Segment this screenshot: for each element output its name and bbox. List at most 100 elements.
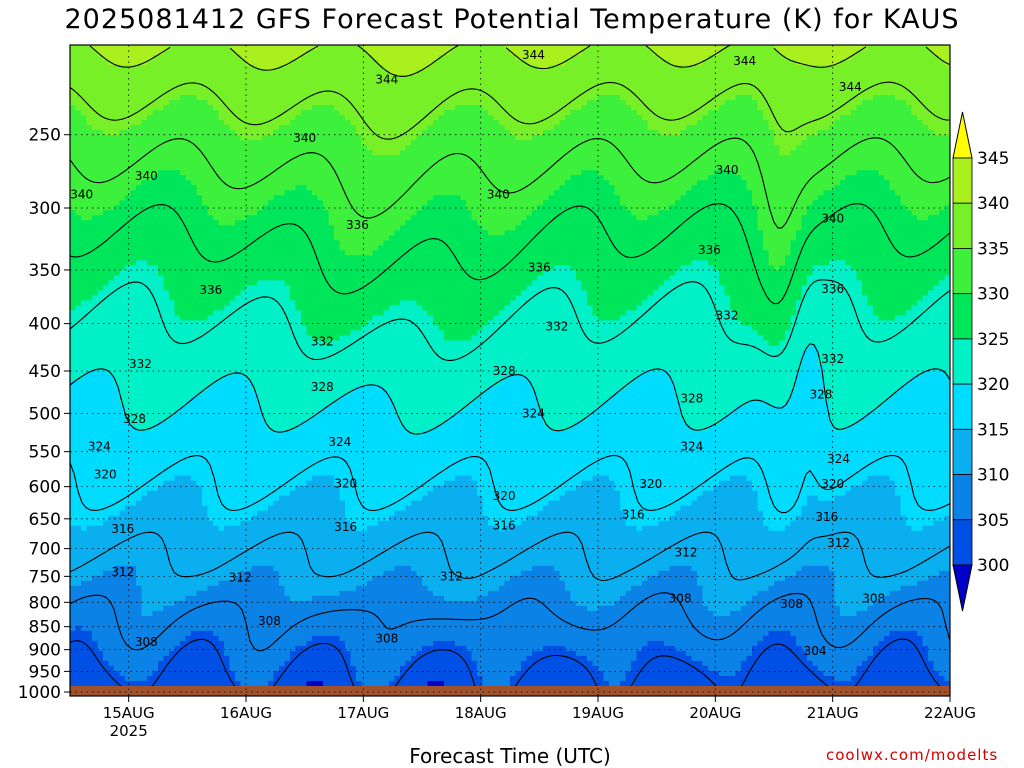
- heat-cell: [92, 586, 98, 592]
- heat-cell: [136, 606, 142, 612]
- heat-cell: [70, 305, 76, 311]
- heat-cell: [274, 175, 280, 181]
- heat-cell: [257, 476, 263, 482]
- heat-cell: [76, 391, 82, 397]
- heat-cell: [92, 100, 98, 106]
- heat-cell: [252, 601, 258, 607]
- heat-cell: [224, 115, 230, 121]
- heat-cell: [197, 115, 203, 121]
- heat-cell: [153, 386, 159, 392]
- heat-cell: [109, 225, 115, 231]
- heat-cell: [158, 456, 164, 462]
- heat-cell: [114, 436, 120, 442]
- heat-cell: [252, 60, 258, 66]
- heat-cell: [103, 651, 109, 657]
- heat-cell: [202, 441, 208, 447]
- heat-cell: [103, 245, 109, 251]
- heat-cell: [125, 651, 131, 657]
- heat-cell: [125, 110, 131, 116]
- heat-cell: [98, 210, 104, 216]
- heat-cell: [158, 150, 164, 156]
- heat-cell: [186, 50, 192, 56]
- heat-cell: [202, 401, 208, 407]
- heat-cell: [131, 376, 137, 382]
- heat-cell: [230, 270, 236, 276]
- heat-cell: [131, 436, 137, 442]
- heat-cell: [76, 476, 82, 482]
- heat-cell: [142, 235, 148, 241]
- heat-cell: [235, 225, 241, 231]
- heat-cell: [180, 140, 186, 146]
- heat-cell: [257, 631, 263, 637]
- heat-cell: [147, 421, 153, 427]
- heat-cell: [274, 315, 280, 321]
- heat-cell: [257, 581, 263, 587]
- heat-cell: [103, 431, 109, 437]
- heat-cell: [268, 571, 274, 577]
- heat-cell: [70, 45, 76, 51]
- heat-cell: [87, 676, 93, 682]
- heat-cell: [213, 681, 219, 687]
- heat-cell: [153, 581, 159, 587]
- heat-cell: [109, 335, 115, 341]
- heat-cell: [263, 676, 269, 682]
- heat-cell: [169, 586, 175, 592]
- heat-cell: [274, 195, 280, 201]
- heat-cell: [114, 210, 120, 216]
- heat-cell: [153, 250, 159, 256]
- heat-cell: [180, 105, 186, 111]
- heat-cell: [103, 145, 109, 151]
- heat-cell: [279, 325, 285, 331]
- heat-cell: [164, 636, 170, 642]
- heat-cell: [252, 466, 258, 472]
- heat-cell: [180, 666, 186, 672]
- heat-cell: [158, 566, 164, 572]
- heat-cell: [235, 285, 241, 291]
- heat-cell: [263, 275, 269, 281]
- heat-cell: [153, 85, 159, 91]
- heat-cell: [164, 185, 170, 191]
- heat-cell: [263, 471, 269, 477]
- heat-cell: [169, 376, 175, 382]
- heat-cell: [213, 531, 219, 537]
- heat-cell: [224, 135, 230, 141]
- heat-cell: [70, 95, 76, 101]
- heat-cell: [219, 75, 225, 81]
- heat-cell: [202, 65, 208, 71]
- heat-cell: [235, 295, 241, 301]
- heat-cell: [142, 476, 148, 482]
- heat-cell: [219, 345, 225, 351]
- heat-cell: [268, 441, 274, 447]
- heat-cell: [142, 431, 148, 437]
- heat-cell: [257, 220, 263, 226]
- heat-cell: [136, 596, 142, 602]
- heat-cell: [252, 220, 258, 226]
- heat-cell: [219, 125, 225, 131]
- heat-cell: [147, 110, 153, 116]
- heat-cell: [92, 280, 98, 286]
- heat-cell: [136, 140, 142, 146]
- heat-cell: [208, 611, 214, 617]
- heat-cell: [230, 666, 236, 672]
- heat-cell: [230, 426, 236, 432]
- heat-cell: [175, 180, 181, 186]
- heat-cell: [76, 386, 82, 392]
- heat-cell: [114, 255, 120, 261]
- heat-cell: [252, 571, 258, 577]
- heat-cell: [147, 315, 153, 321]
- heat-cell: [120, 491, 126, 497]
- heat-cell: [164, 586, 170, 592]
- heat-cell: [164, 315, 170, 321]
- heat-cell: [235, 315, 241, 321]
- heat-cell: [158, 160, 164, 166]
- heat-cell: [153, 365, 159, 371]
- heat-cell: [186, 591, 192, 597]
- heat-cell: [76, 541, 82, 547]
- heat-cell: [70, 215, 76, 221]
- heat-cell: [142, 220, 148, 226]
- heat-cell: [208, 591, 214, 597]
- heat-cell: [103, 305, 109, 311]
- heat-cell: [103, 355, 109, 361]
- heat-cell: [246, 225, 252, 231]
- heat-cell: [70, 671, 76, 677]
